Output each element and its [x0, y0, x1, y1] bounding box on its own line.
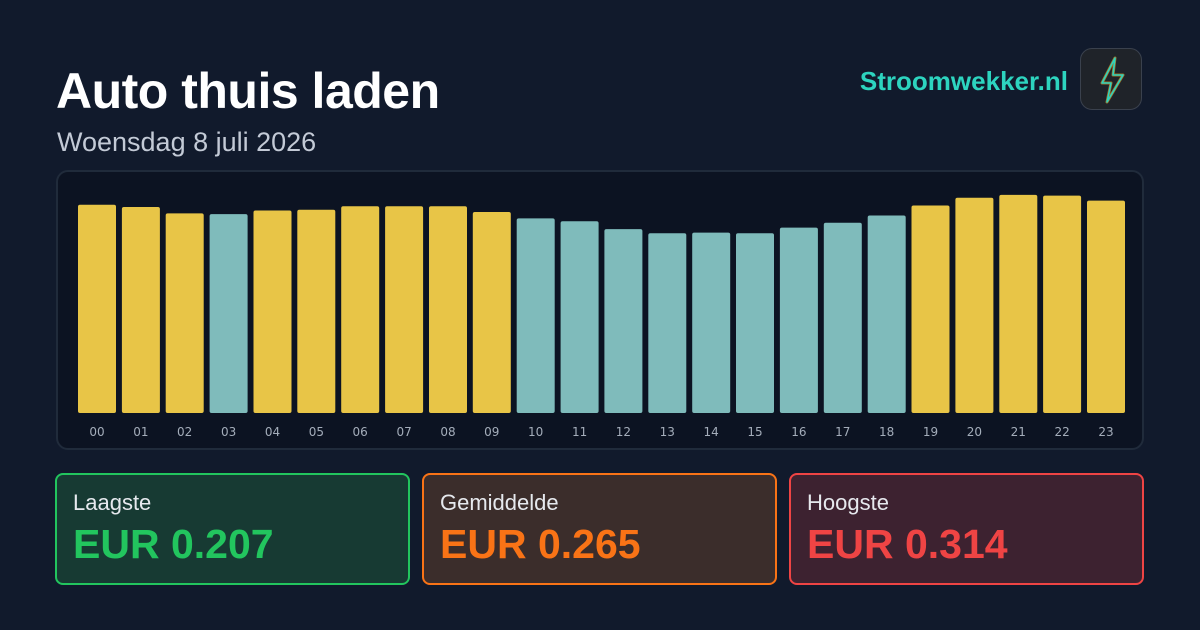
x-tick-label-15: 15 [747, 425, 762, 439]
chart-canvas: 00 01 02 03 04 05 06 07 08 09 10 11 12 13 14 15 16 17 18 19… [78, 194, 1125, 439]
x-tick-label-11: 11 [572, 425, 587, 439]
bar-hour-06 [341, 206, 380, 413]
bar-hour-10 [516, 218, 555, 413]
highest-price-label: Hoogste [807, 490, 889, 515]
x-tick-label-14: 14 [704, 425, 719, 439]
x-tick-label-02: 02 [177, 425, 192, 439]
bar-hour-19 [911, 205, 950, 413]
bar-hour-21 [999, 194, 1038, 413]
x-tick-label-23: 23 [1098, 425, 1113, 439]
average-price-value: EUR 0.265 [440, 521, 641, 567]
bar-hour-12 [604, 229, 643, 413]
bar-hour-18 [867, 215, 906, 413]
bar-hour-04 [253, 210, 292, 413]
bar-hour-02 [165, 213, 204, 413]
bar-hour-09 [472, 212, 511, 413]
bar-hour-01 [121, 207, 160, 413]
average-price-card: Gemiddelde EUR 0.265 [422, 473, 777, 585]
bar-hour-07 [385, 206, 424, 413]
x-tick-label-06: 06 [353, 425, 368, 439]
x-tick-label-03: 03 [221, 425, 236, 439]
average-price-label: Gemiddelde [440, 490, 559, 515]
x-tick-label-12: 12 [616, 425, 631, 439]
x-tick-label-19: 19 [923, 425, 938, 439]
x-tick-label-17: 17 [835, 425, 850, 439]
x-tick-label-18: 18 [879, 425, 894, 439]
bar-hour-03 [209, 214, 248, 413]
bar-hour-22 [1043, 195, 1082, 413]
hourly-price-chart: 00 01 02 03 04 05 06 07 08 09 10 11 12 13 14 15 16 17 18 19… [56, 170, 1144, 450]
brand-logo[interactable] [1080, 48, 1142, 110]
x-tick-label-01: 01 [133, 425, 148, 439]
lowest-price-card: Laagste EUR 0.207 [55, 473, 410, 585]
x-tick-label-10: 10 [528, 425, 543, 439]
lightning-bolt-icon [1100, 56, 1125, 104]
bar-hour-14 [692, 232, 731, 413]
bar-hour-23 [1087, 200, 1125, 413]
lowest-price-label: Laagste [73, 490, 152, 515]
x-tick-label-09: 09 [484, 425, 499, 439]
x-tick-label-13: 13 [660, 425, 675, 439]
x-tick-label-00: 00 [89, 425, 104, 439]
highest-price-value: EUR 0.314 [807, 521, 1008, 567]
brand-name[interactable]: Stroomwekker.nl [859, 66, 1068, 96]
x-tick-label-08: 08 [440, 425, 455, 439]
bar-hour-15 [736, 233, 774, 413]
page-date: Woensdag 8 juli 2026 [57, 127, 317, 157]
x-tick-label-16: 16 [791, 425, 806, 439]
x-tick-label-22: 22 [1054, 425, 1069, 439]
bar-hour-16 [779, 227, 818, 413]
bar-hour-11 [560, 221, 599, 413]
bar-hour-00 [78, 204, 116, 413]
bar-hour-13 [648, 233, 687, 413]
x-tick-label-04: 04 [265, 425, 280, 439]
page-title: Auto thuis laden [56, 63, 440, 119]
x-tick-label-05: 05 [309, 425, 324, 439]
bar-hour-08 [429, 206, 467, 413]
bar-hour-17 [823, 222, 862, 413]
x-tick-label-20: 20 [967, 425, 982, 439]
x-tick-label-07: 07 [396, 425, 411, 439]
highest-price-card: Hoogste EUR 0.314 [789, 473, 1144, 585]
bar-hour-05 [297, 209, 336, 413]
lowest-price-value: EUR 0.207 [73, 521, 274, 567]
bar-hour-20 [955, 197, 994, 413]
x-tick-label-21: 21 [1011, 425, 1026, 439]
